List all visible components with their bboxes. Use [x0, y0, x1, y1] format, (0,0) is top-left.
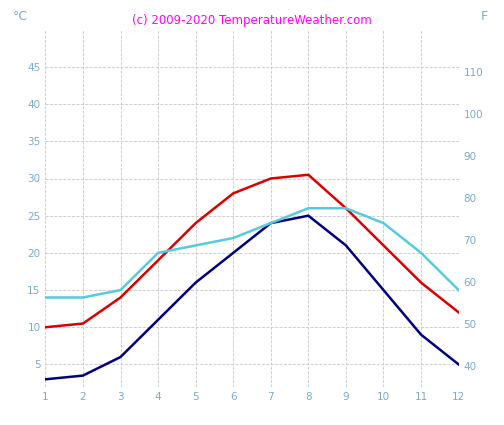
Text: °C: °C: [12, 10, 27, 23]
Title: (c) 2009-2020 TemperatureWeather.com: (c) 2009-2020 TemperatureWeather.com: [132, 14, 372, 27]
Text: F: F: [480, 10, 487, 23]
